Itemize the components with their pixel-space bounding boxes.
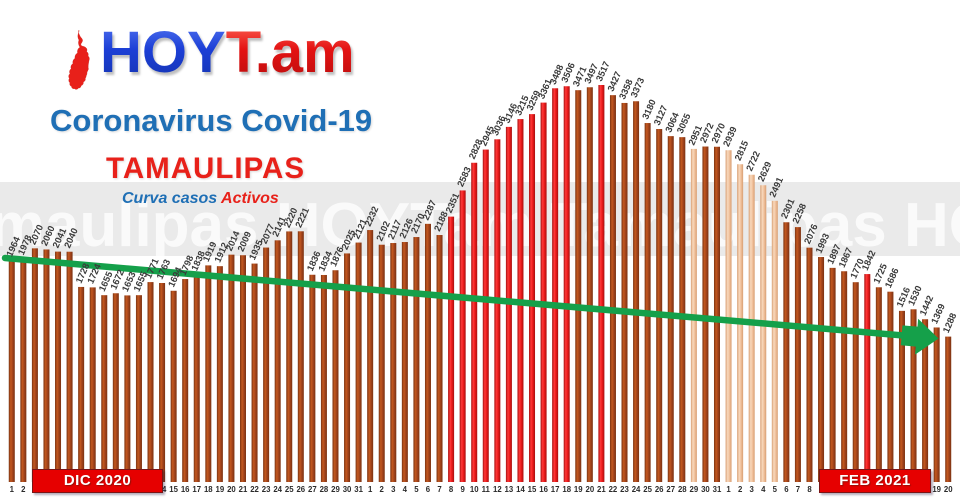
svg-text:2629: 2629 bbox=[756, 160, 774, 183]
svg-text:21: 21 bbox=[239, 485, 248, 494]
svg-text:23: 23 bbox=[620, 485, 629, 494]
svg-text:19: 19 bbox=[216, 485, 225, 494]
svg-text:25: 25 bbox=[643, 485, 652, 494]
svg-text:9: 9 bbox=[460, 485, 465, 494]
svg-text:3: 3 bbox=[391, 485, 396, 494]
svg-text:26: 26 bbox=[655, 485, 664, 494]
svg-text:19: 19 bbox=[574, 485, 583, 494]
svg-text:17: 17 bbox=[192, 485, 201, 494]
svg-text:1: 1 bbox=[726, 485, 731, 494]
svg-text:24: 24 bbox=[273, 485, 282, 494]
svg-text:1288: 1288 bbox=[941, 311, 959, 334]
svg-text:21: 21 bbox=[597, 485, 606, 494]
svg-text:18: 18 bbox=[204, 485, 213, 494]
svg-text:16: 16 bbox=[181, 485, 190, 494]
svg-text:1842: 1842 bbox=[860, 249, 878, 272]
svg-text:20: 20 bbox=[944, 485, 953, 494]
svg-text:2: 2 bbox=[738, 485, 743, 494]
svg-text:23: 23 bbox=[262, 485, 271, 494]
svg-text:22: 22 bbox=[250, 485, 259, 494]
svg-text:8: 8 bbox=[807, 485, 812, 494]
svg-text:10: 10 bbox=[470, 485, 479, 494]
svg-text:26: 26 bbox=[296, 485, 305, 494]
svg-text:7: 7 bbox=[437, 485, 441, 494]
svg-text:25: 25 bbox=[285, 485, 294, 494]
svg-text:8: 8 bbox=[449, 485, 454, 494]
svg-text:2: 2 bbox=[380, 485, 385, 494]
svg-text:29: 29 bbox=[690, 485, 699, 494]
svg-text:3373: 3373 bbox=[629, 76, 647, 99]
svg-text:29: 29 bbox=[331, 485, 340, 494]
svg-text:1993: 1993 bbox=[814, 232, 832, 255]
svg-text:7: 7 bbox=[796, 485, 800, 494]
svg-text:5: 5 bbox=[773, 485, 778, 494]
svg-text:12: 12 bbox=[493, 485, 502, 494]
svg-text:13: 13 bbox=[505, 485, 514, 494]
svg-text:2351: 2351 bbox=[444, 191, 462, 214]
svg-text:31: 31 bbox=[354, 485, 363, 494]
svg-text:4: 4 bbox=[403, 485, 408, 494]
svg-text:22: 22 bbox=[609, 485, 618, 494]
svg-text:2583: 2583 bbox=[455, 165, 473, 188]
svg-text:6: 6 bbox=[426, 485, 431, 494]
svg-text:30: 30 bbox=[343, 485, 352, 494]
svg-text:18: 18 bbox=[562, 485, 571, 494]
svg-text:2491: 2491 bbox=[767, 176, 785, 199]
svg-text:28: 28 bbox=[678, 485, 687, 494]
svg-text:15: 15 bbox=[528, 485, 537, 494]
svg-text:11: 11 bbox=[482, 485, 491, 494]
svg-text:2188: 2188 bbox=[432, 210, 450, 233]
svg-text:20: 20 bbox=[227, 485, 236, 494]
svg-text:2232: 2232 bbox=[363, 205, 381, 228]
svg-text:2287: 2287 bbox=[421, 199, 439, 222]
svg-text:1: 1 bbox=[10, 485, 15, 494]
svg-text:3: 3 bbox=[750, 485, 755, 494]
svg-text:31: 31 bbox=[713, 485, 722, 494]
svg-text:6: 6 bbox=[784, 485, 789, 494]
svg-text:27: 27 bbox=[666, 485, 675, 494]
svg-text:4: 4 bbox=[761, 485, 766, 494]
svg-text:20: 20 bbox=[585, 485, 594, 494]
svg-text:1: 1 bbox=[368, 485, 373, 494]
svg-text:15: 15 bbox=[169, 485, 178, 494]
svg-text:28: 28 bbox=[320, 485, 329, 494]
svg-text:2: 2 bbox=[21, 485, 26, 494]
svg-text:16: 16 bbox=[539, 485, 548, 494]
svg-text:30: 30 bbox=[701, 485, 710, 494]
svg-text:27: 27 bbox=[308, 485, 317, 494]
svg-text:19: 19 bbox=[932, 485, 941, 494]
svg-text:14: 14 bbox=[516, 485, 525, 494]
svg-text:5: 5 bbox=[414, 485, 419, 494]
svg-text:24: 24 bbox=[632, 485, 641, 494]
svg-text:17: 17 bbox=[551, 485, 560, 494]
